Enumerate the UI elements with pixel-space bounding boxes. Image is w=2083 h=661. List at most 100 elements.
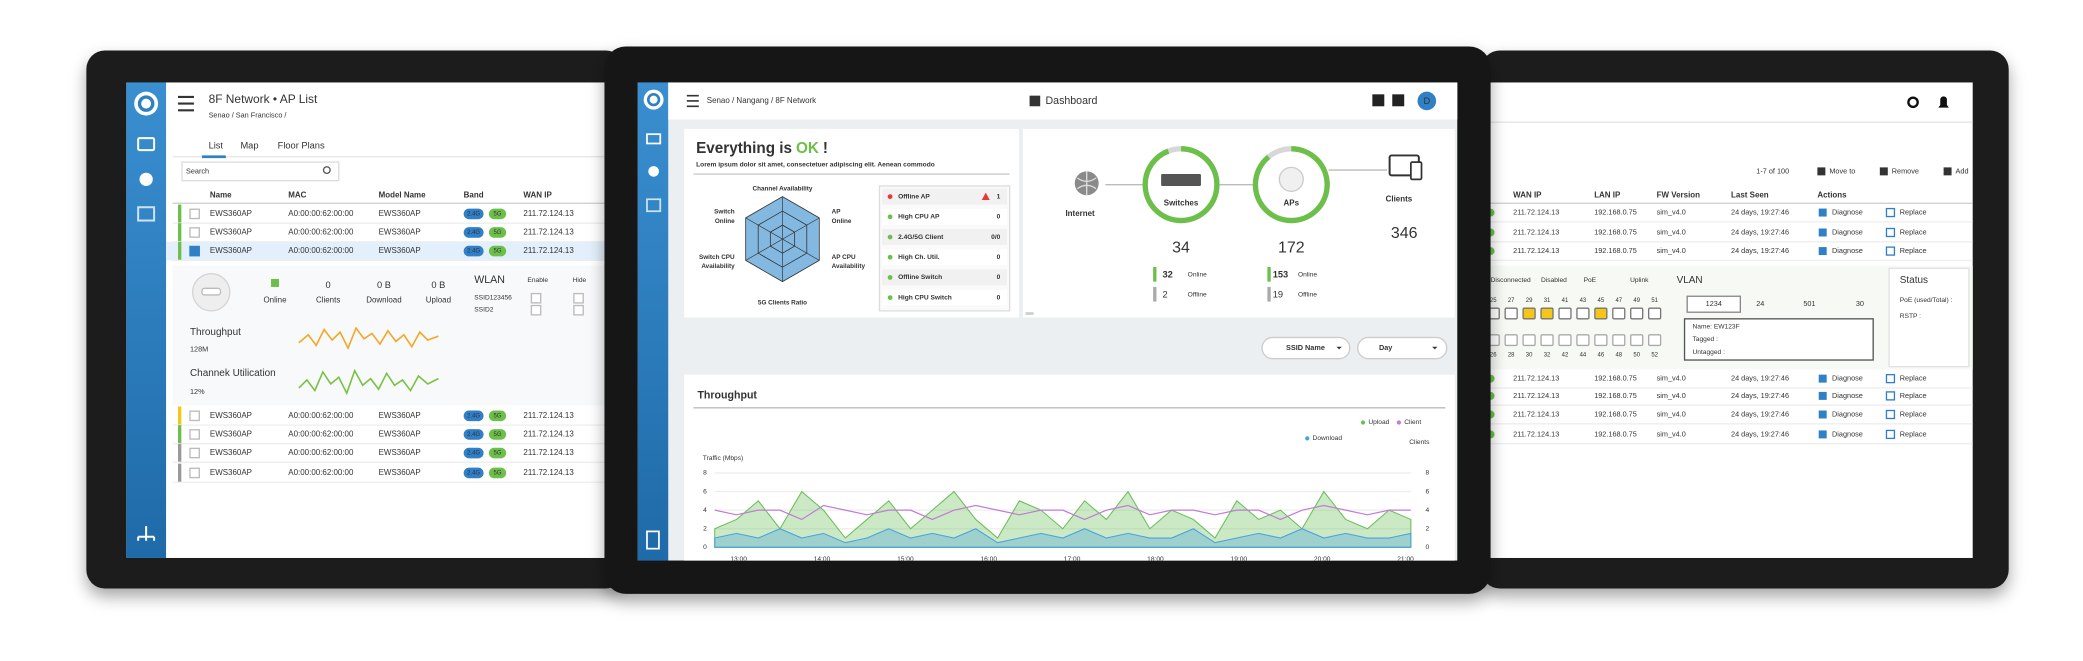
toolbar-button[interactable]: Add: [1956, 166, 1969, 175]
button-icon: [1943, 167, 1952, 176]
radar-label: Channel Availability: [753, 185, 813, 192]
vlan-input[interactable]: [1686, 295, 1741, 313]
legend-dot: [1360, 420, 1366, 425]
status-label: Online: [263, 295, 287, 304]
x-tick-label: 19:00: [1231, 556, 1248, 563]
checkbox[interactable]: [573, 304, 584, 316]
icon-monitor[interactable]: [646, 133, 662, 145]
tab[interactable]: List: [209, 141, 224, 151]
replace-icon: [1885, 373, 1896, 384]
action-replace[interactable]: Replace: [1900, 207, 1927, 216]
action-replace[interactable]: Replace: [1900, 246, 1927, 255]
diagnose-icon: [1818, 430, 1827, 439]
row-checkbox[interactable]: [189, 447, 200, 459]
action-diagnose[interactable]: Diagnose: [1832, 207, 1863, 216]
icon-map[interactable]: [646, 198, 662, 213]
action-replace[interactable]: Replace: [1900, 374, 1927, 383]
action-diagnose[interactable]: Diagnose: [1832, 409, 1863, 418]
sidebar: [126, 82, 167, 558]
icon-map[interactable]: [137, 206, 156, 222]
action-diagnose[interactable]: Diagnose: [1832, 227, 1863, 236]
left-screen: 8F Network • AP List Senao / San Francisc…: [126, 82, 609, 558]
icon-fullscreen[interactable]: [1372, 94, 1385, 107]
badge-24g: [463, 429, 484, 440]
metric-value: 128M: [190, 344, 208, 353]
alert-row: [882, 289, 1008, 306]
row-checkbox[interactable]: [189, 429, 200, 440]
port-legend: PoE: [1584, 277, 1597, 284]
status-line: PoE (used/Total) :: [1900, 297, 1953, 304]
filter-ssid[interactable]: [1261, 336, 1351, 360]
action-replace[interactable]: Replace: [1900, 409, 1927, 418]
vlan-value[interactable]: 1234: [1706, 299, 1722, 308]
action-replace[interactable]: Replace: [1900, 227, 1927, 236]
search-icon[interactable]: [1907, 96, 1919, 109]
page-title: 8F Network • AP List: [209, 92, 318, 106]
column-header: Model Name: [379, 190, 427, 199]
metric-value: 12%: [190, 387, 205, 396]
menu-icon[interactable]: [686, 94, 699, 108]
port: [1540, 307, 1554, 320]
x-tick-label: 16:00: [980, 556, 997, 563]
filter-text[interactable]: SSID Name: [1286, 343, 1325, 352]
row-mac: A0:00:00:62:00:00: [288, 246, 354, 255]
icon-monitor[interactable]: [137, 137, 156, 152]
icon-building[interactable]: [646, 530, 660, 550]
tab[interactable]: Map: [240, 141, 258, 151]
port: [1630, 334, 1644, 347]
breadcrumb: Senao / Nangang / 8F Network: [707, 96, 816, 105]
avatar-circle[interactable]: [1417, 91, 1437, 111]
search-box[interactable]: [181, 161, 340, 182]
row-cell: 192.168.0.75: [1594, 409, 1637, 418]
filter-text[interactable]: Day: [1379, 343, 1393, 352]
ssid: SSID2: [474, 306, 493, 313]
checkbox[interactable]: [530, 292, 542, 304]
action-diagnose[interactable]: Diagnose: [1832, 391, 1863, 400]
icon-gear[interactable]: [139, 172, 153, 186]
icon-gear[interactable]: [648, 166, 659, 177]
badge-5g: [488, 410, 507, 422]
badge-24g: [463, 208, 484, 220]
toolbar-button[interactable]: Move to: [1829, 166, 1855, 175]
y-axis-label: Traffic (Mbps): [703, 455, 744, 462]
action-replace[interactable]: Replace: [1900, 391, 1927, 400]
offline-count: 2: [1162, 289, 1167, 299]
alert-dot: [887, 274, 893, 280]
row-checkbox[interactable]: [189, 467, 200, 479]
alert-label: Offline Switch: [898, 274, 942, 281]
checkbox[interactable]: [530, 304, 542, 316]
icon-lock[interactable]: [1392, 94, 1405, 107]
online-count: 153: [1273, 269, 1289, 279]
status-suffix: !: [823, 140, 828, 157]
vlan-value[interactable]: 24: [1756, 299, 1764, 308]
menu-icon[interactable]: [178, 95, 194, 112]
badge-5g: [488, 467, 507, 479]
action-diagnose[interactable]: Diagnose: [1832, 429, 1863, 438]
filter-day[interactable]: [1357, 336, 1448, 360]
action-diagnose[interactable]: Diagnose: [1832, 246, 1863, 255]
row-name: EWS360AP: [210, 448, 252, 457]
alert-dot: [887, 234, 893, 240]
row-checkbox[interactable]: [189, 227, 200, 238]
icon-network[interactable]: [137, 526, 156, 541]
alert-count: 1: [997, 193, 1001, 200]
action-replace[interactable]: Replace: [1900, 429, 1927, 438]
action-diagnose[interactable]: Diagnose: [1832, 374, 1863, 383]
row-checkbox[interactable]: [189, 245, 200, 257]
legend-dot: [1305, 436, 1310, 441]
toolbar-button[interactable]: Remove: [1892, 166, 1919, 175]
row-cell: 192.168.0.75: [1594, 429, 1637, 438]
row-cell: 24 days, 19:27:46: [1731, 374, 1789, 383]
port-number: 51: [1651, 298, 1658, 304]
x-tick-label: 17:00: [1064, 556, 1081, 563]
row-checkbox[interactable]: [189, 410, 200, 422]
row-checkbox[interactable]: [189, 208, 200, 220]
row-cell: 192.168.0.75: [1594, 246, 1637, 255]
row-name: EWS360AP: [210, 228, 252, 237]
tab[interactable]: Floor Plans: [278, 141, 325, 151]
bell-icon[interactable]: [1938, 96, 1949, 108]
vlan-value[interactable]: 501: [1803, 299, 1815, 308]
checkbox[interactable]: [573, 292, 584, 304]
vlan-value[interactable]: 30: [1856, 299, 1864, 308]
replace-icon: [1885, 246, 1896, 256]
